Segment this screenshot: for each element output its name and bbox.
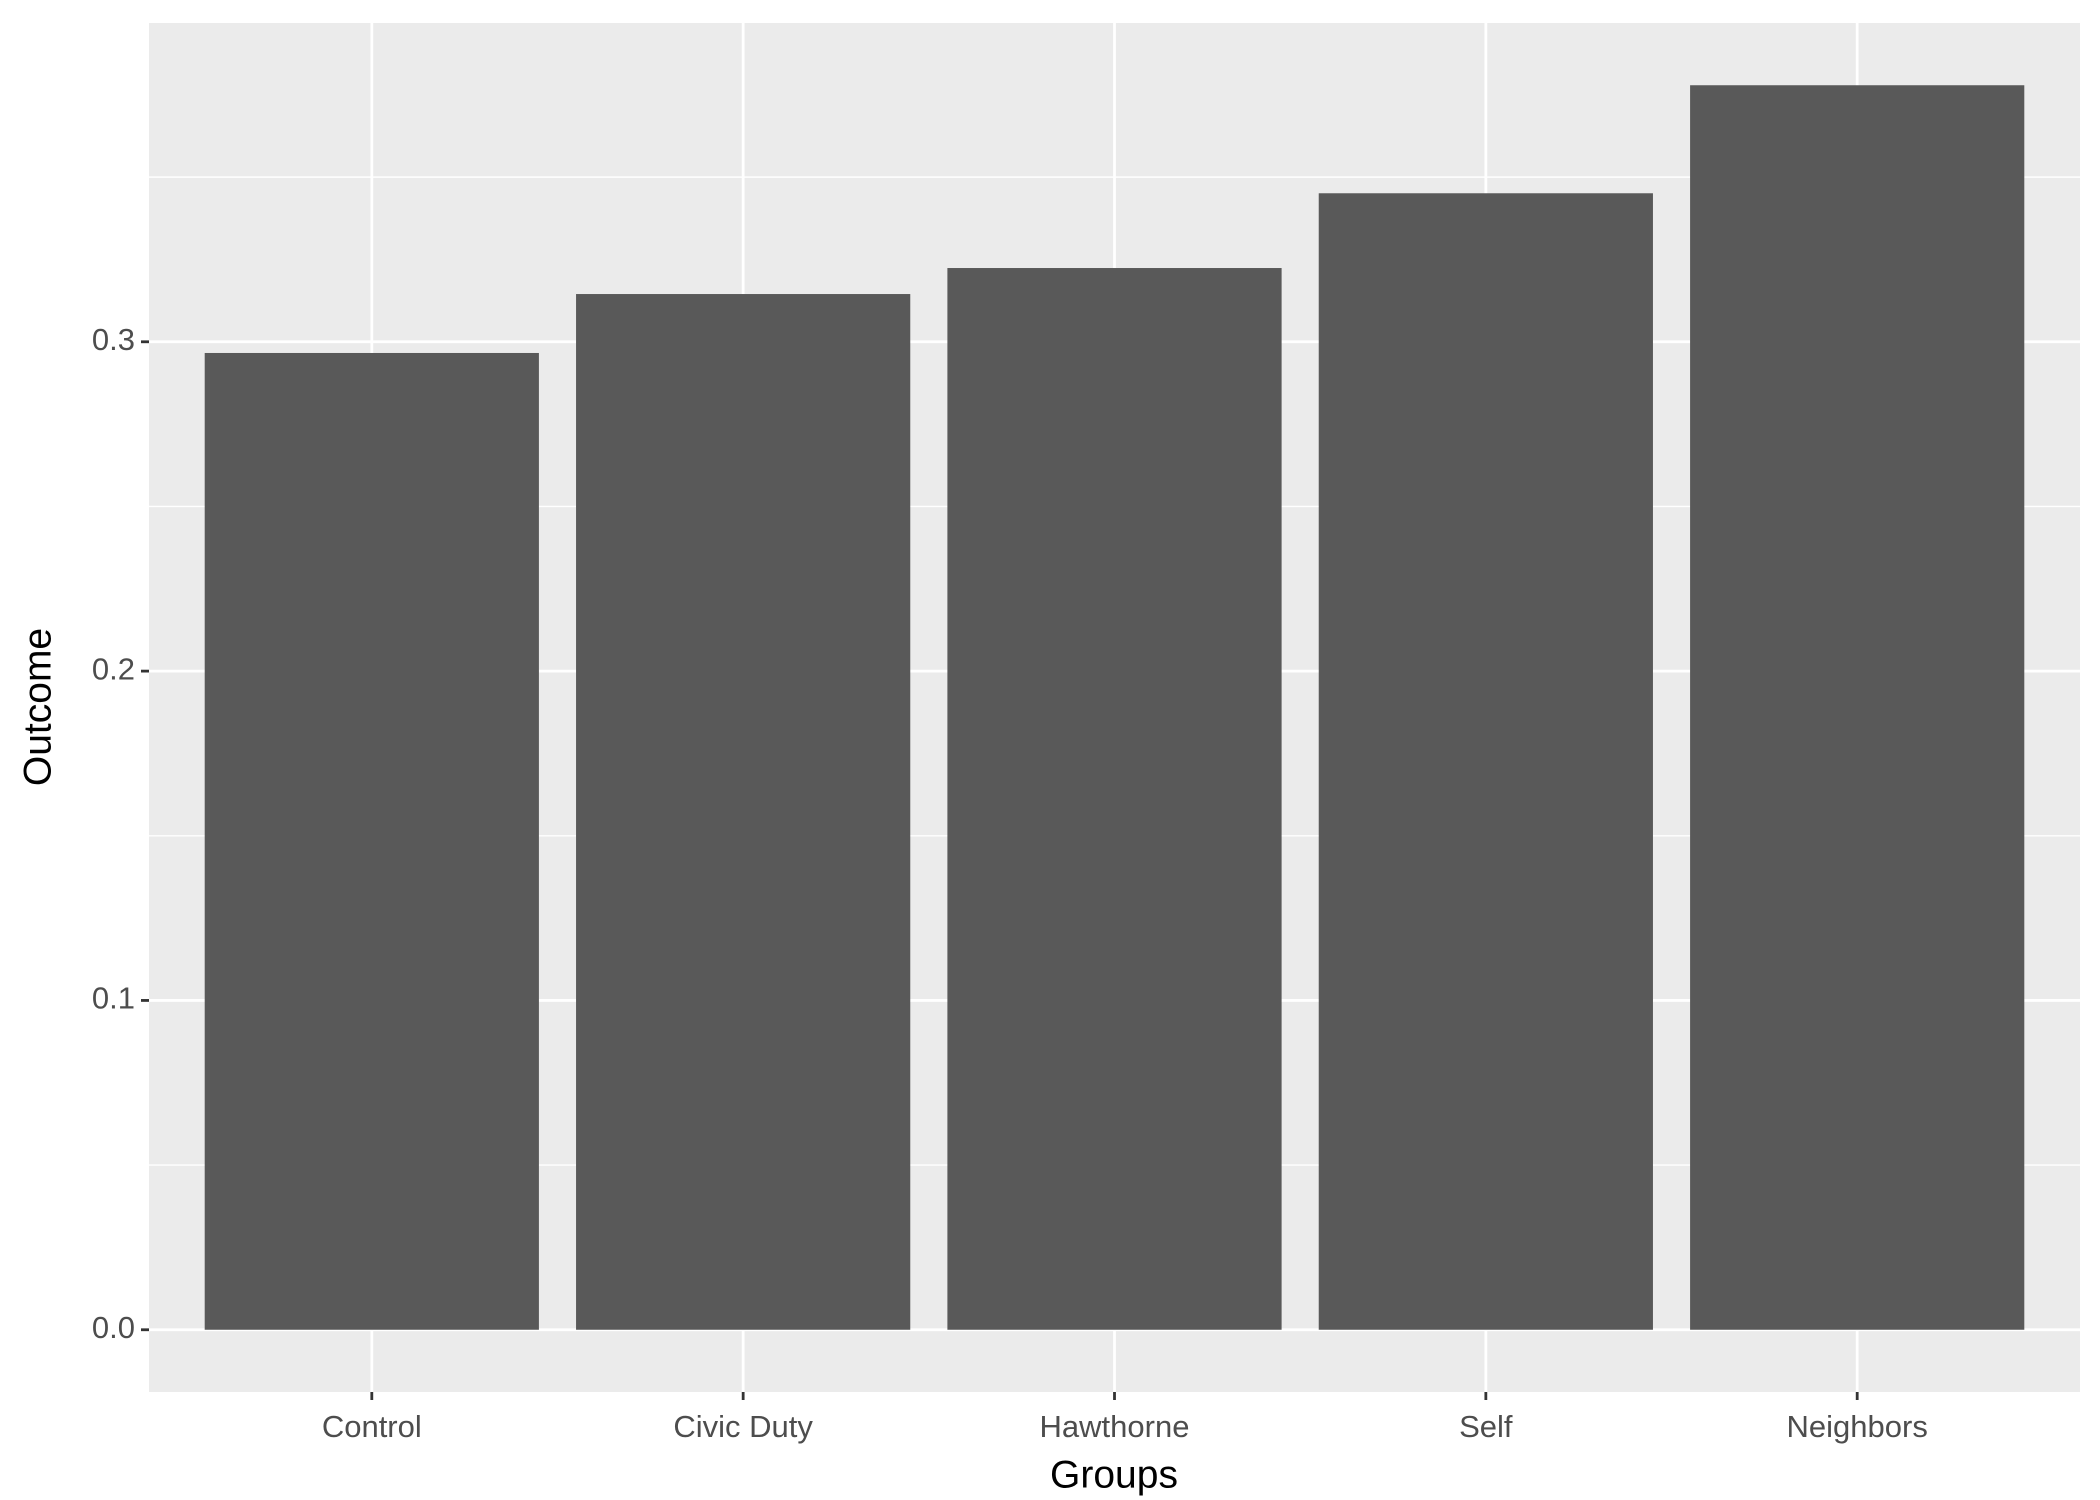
y-axis-title: Outcome xyxy=(16,628,59,786)
x-tick-label: Neighbors xyxy=(1787,1409,1928,1444)
bar xyxy=(947,268,1282,1330)
bar xyxy=(1690,85,2025,1330)
x-axis-title: Groups xyxy=(1050,1453,1178,1496)
bar xyxy=(204,352,539,1330)
y-tick-label: 0.0 xyxy=(92,1310,135,1345)
bar xyxy=(576,294,911,1330)
x-tick-label: Civic Duty xyxy=(673,1409,813,1444)
bars xyxy=(204,85,2025,1330)
x-tick-label: Control xyxy=(322,1409,422,1444)
x-tick-label: Hawthorne xyxy=(1040,1409,1190,1444)
y-tick-label: 0.3 xyxy=(92,322,135,357)
bar xyxy=(1318,193,1653,1330)
x-tick-label: Self xyxy=(1459,1409,1513,1444)
y-tick-label: 0.2 xyxy=(92,651,135,686)
y-tick-label: 0.1 xyxy=(92,981,135,1016)
